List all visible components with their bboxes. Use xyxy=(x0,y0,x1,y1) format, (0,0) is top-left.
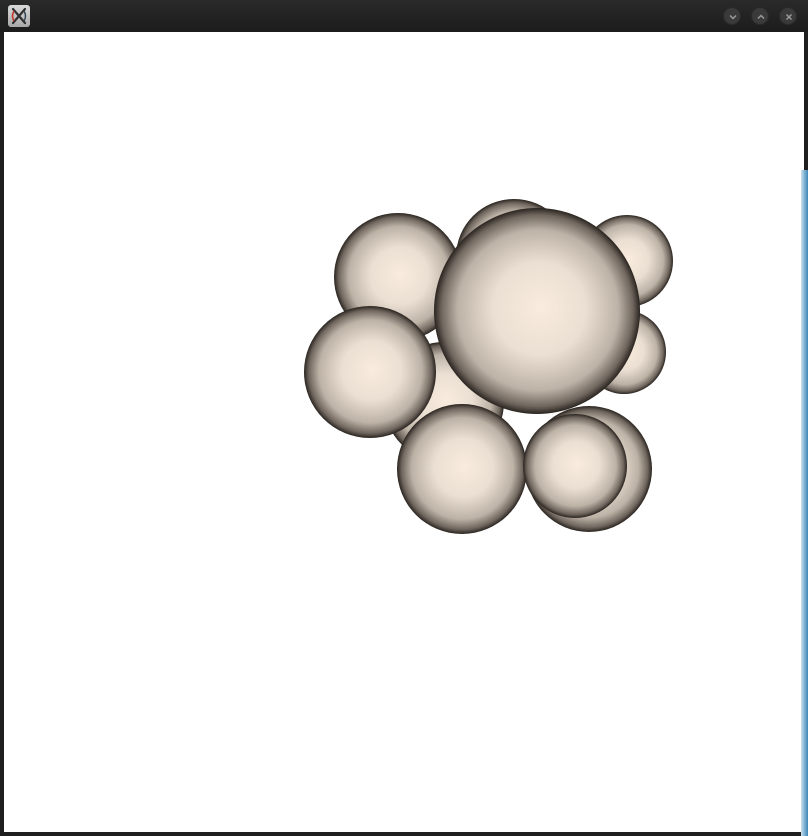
app-icon xyxy=(8,5,30,27)
render-canvas[interactable] xyxy=(4,32,804,832)
sphere-cluster-scene xyxy=(4,32,804,832)
chevron-up-icon xyxy=(755,11,767,23)
sphere xyxy=(434,208,640,414)
maximize-button[interactable] xyxy=(751,7,769,25)
title-bar[interactable] xyxy=(0,0,808,32)
close-icon xyxy=(783,11,795,23)
sphere xyxy=(397,404,527,534)
chevron-down-icon xyxy=(727,11,739,23)
sphere xyxy=(304,306,436,438)
edge-strip xyxy=(801,170,808,836)
close-button[interactable] xyxy=(779,7,797,25)
sphere xyxy=(523,414,627,518)
minimize-button[interactable] xyxy=(723,7,741,25)
